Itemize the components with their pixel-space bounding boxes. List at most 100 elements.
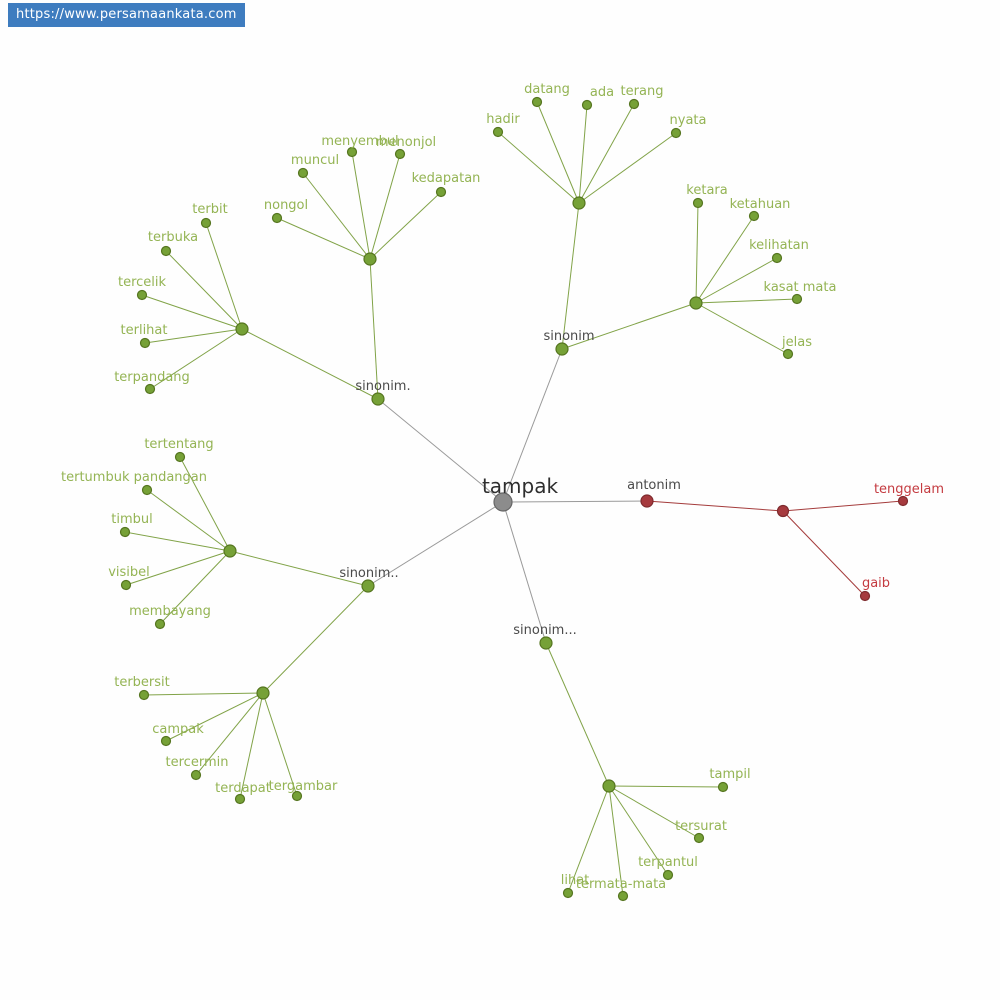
node-menonjol[interactable]	[394, 148, 406, 160]
node-tenggelam[interactable]	[897, 495, 909, 507]
label-terpantul: terpantul	[638, 855, 698, 870]
label-terbersit: terbersit	[114, 675, 170, 690]
edge-rhub-tenggelam	[782, 500, 904, 512]
label-menyembul: menyembul	[321, 134, 398, 149]
node-hubF[interactable]	[256, 686, 270, 700]
node-sinonim2[interactable]	[371, 392, 385, 406]
node-hubC[interactable]	[363, 252, 377, 266]
label-kedapatan: kedapatan	[412, 171, 481, 186]
edge-hubG-lihat	[567, 785, 610, 894]
edge-hubC-kedapatan	[369, 191, 442, 260]
node-kedapatan[interactable]	[435, 186, 447, 198]
node-ketahuan[interactable]	[748, 210, 760, 222]
node-hubB[interactable]	[689, 296, 703, 310]
edge-sinonim3-hubF	[262, 585, 369, 694]
node-terbersit[interactable]	[138, 689, 150, 701]
label-ketara: ketara	[686, 183, 727, 198]
edge-hubG-tersurat	[608, 785, 700, 839]
label-kelihatan: kelihatan	[749, 238, 809, 253]
node-antonim[interactable]	[640, 494, 654, 508]
node-hubD[interactable]	[235, 322, 249, 336]
node-campak[interactable]	[160, 735, 172, 747]
node-hubE[interactable]	[223, 544, 237, 558]
node-sinonim4[interactable]	[539, 636, 553, 650]
node-tercelik[interactable]	[136, 289, 148, 301]
label-tergambar: tergambar	[269, 779, 338, 794]
edge-hubE-timbul	[124, 531, 231, 552]
edge-hubB-kasatmata	[695, 298, 798, 304]
node-timbul[interactable]	[119, 526, 131, 538]
edge-hubB-jelas	[695, 302, 789, 355]
node-menyembul[interactable]	[346, 146, 358, 158]
label-tampil: tampil	[709, 767, 750, 782]
node-tercermin[interactable]	[190, 769, 202, 781]
edge-hubE-tertumbuk	[146, 489, 231, 552]
edge-hubC-menonjol	[369, 153, 401, 260]
label-termata: termata-mata	[576, 877, 666, 892]
node-gaib[interactable]	[859, 590, 871, 602]
node-tampil[interactable]	[717, 781, 729, 793]
edge-hubA-ada	[578, 104, 588, 204]
label-hadir: hadir	[486, 112, 520, 127]
node-hubG[interactable]	[602, 779, 616, 793]
node-visibel[interactable]	[120, 579, 132, 591]
label-tampak: tampak	[482, 474, 559, 498]
label-sinonim2: sinonim.	[355, 379, 410, 394]
node-datang[interactable]	[531, 96, 543, 108]
node-terbit[interactable]	[200, 217, 212, 229]
node-terang[interactable]	[628, 98, 640, 110]
edge-hubE-membayang	[159, 550, 231, 625]
edge-tampak-sinonim4	[502, 501, 547, 644]
node-tampak[interactable]	[493, 492, 513, 512]
label-antonim: antonim	[627, 478, 681, 493]
node-kelihatan[interactable]	[771, 252, 783, 264]
node-tersurat[interactable]	[693, 832, 705, 844]
label-lihat: lihat	[561, 873, 590, 888]
label-timbul: timbul	[111, 512, 152, 527]
label-sinonim3: sinonim..	[339, 566, 398, 581]
label-datang: datang	[524, 82, 570, 97]
label-terbit: terbit	[192, 202, 227, 217]
node-nyata[interactable]	[670, 127, 682, 139]
label-terbuka: terbuka	[148, 230, 198, 245]
node-terdapat[interactable]	[234, 793, 246, 805]
node-terpandang[interactable]	[144, 383, 156, 395]
node-ketara[interactable]	[692, 197, 704, 209]
node-nongol[interactable]	[271, 212, 283, 224]
label-tertumbuk: tertumbuk pandangan	[61, 470, 207, 485]
node-terpantul[interactable]	[662, 869, 674, 881]
url-badge: https://www.persamaankata.com	[8, 3, 245, 27]
node-tergambar[interactable]	[291, 790, 303, 802]
node-termata[interactable]	[617, 890, 629, 902]
node-jelas[interactable]	[782, 348, 794, 360]
node-terlihat[interactable]	[139, 337, 151, 349]
node-tertentang[interactable]	[174, 451, 186, 463]
label-jelas: jelas	[781, 335, 812, 350]
node-hubA[interactable]	[572, 196, 586, 210]
edge-hubG-tampil	[608, 785, 724, 788]
edge-hubB-kelihatan	[695, 257, 778, 304]
node-tertumbuk[interactable]	[141, 484, 153, 496]
label-ada: ada	[590, 85, 614, 100]
label-nongol: nongol	[264, 198, 308, 213]
node-ada[interactable]	[581, 99, 593, 111]
edge-rhub-gaib	[782, 510, 866, 597]
label-tercelik: tercelik	[118, 275, 167, 290]
node-sinonim1[interactable]	[555, 342, 569, 356]
node-sinonim3[interactable]	[361, 579, 375, 593]
node-lihat[interactable]	[562, 887, 574, 899]
edge-sinonim1-hubB	[561, 302, 697, 350]
edge-hubE-tertentang	[179, 456, 231, 552]
edge-hubD-terpandang	[149, 328, 243, 390]
node-hadir[interactable]	[492, 126, 504, 138]
label-sinonim1: sinonim	[543, 329, 594, 344]
node-rhub[interactable]	[776, 504, 790, 518]
node-terbuka[interactable]	[160, 245, 172, 257]
node-membayang[interactable]	[154, 618, 166, 630]
label-nyata: nyata	[670, 113, 707, 128]
edge-hubF-terdapat	[239, 692, 264, 800]
node-kasatmata[interactable]	[791, 293, 803, 305]
edge-hubD-terbuka	[165, 250, 243, 330]
node-muncul[interactable]	[297, 167, 309, 179]
